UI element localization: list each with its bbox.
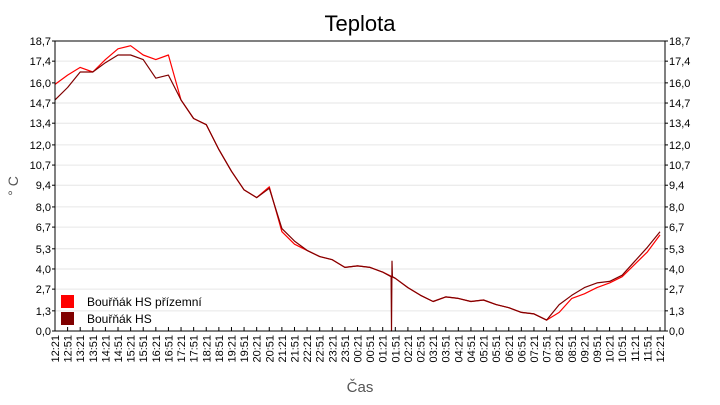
x-tick-label: 19:21 [226,335,238,363]
x-tick-label: 09:21 [579,335,591,363]
x-tick-label: 20:21 [252,335,264,363]
plot-frame [54,40,666,332]
x-tick-label: 16:21 [151,335,163,363]
y-tick-label: 0,0 [669,326,684,338]
y-tick-label: 5,3 [36,244,51,256]
x-tick-label: 22:51 [315,335,327,363]
y-tick-label: 8,0 [36,202,51,214]
legend-label-0: Bouřňák HS přízemní [87,295,202,309]
x-tick-label: 14:51 [113,335,125,363]
x-tick-label: 20:51 [264,335,276,363]
y-tick-label: 5,3 [669,244,684,256]
y-tick-label: 12,0 [669,140,690,152]
x-tick-label: 00:51 [365,335,377,363]
x-tick-label: 01:51 [390,335,402,363]
x-axis: 12:21 12:51 13:21 13:51 14:21 14:51 15:21 15:51… [50,327,667,363]
legend-swatch-1 [61,312,74,325]
x-axis-label: Čas [347,379,374,396]
x-tick-label: 10:51 [617,335,629,363]
x-tick-label: 03:21 [428,335,440,363]
y-tick-label: 4,0 [36,264,51,276]
x-tick-label: 08:51 [567,335,579,363]
x-tick-label: 23:21 [327,335,339,363]
y-tick-label: 16,0 [30,78,51,90]
x-tick-label: 22:21 [302,335,314,363]
y-tick-label: 1,3 [36,306,51,318]
x-tick-label: 18:51 [214,335,226,363]
y-tick-label: 13,4 [669,118,690,130]
y-tick-label: 6,7 [669,222,684,234]
y-tick-label: 2,7 [36,284,51,296]
y-tick-label: 14,7 [669,98,690,110]
y-tick-label: 0,0 [36,326,51,338]
y-tick-label: 13,4 [30,118,51,130]
legend-label-1: Bouřňák HS [87,312,152,326]
x-tick-label: 08:21 [554,335,566,363]
x-tick-label: 11:21 [630,335,642,362]
x-tick-label: 21:51 [289,335,301,363]
x-tick-label: 18:21 [201,335,213,363]
y-tick-label: 12,0 [30,140,51,152]
legend: Bouřňák HS přízemní Bouřňák HS [61,295,202,326]
chart-title: Teplota [325,11,397,36]
x-tick-label: 15:21 [126,335,138,363]
x-tick-label: 15:51 [138,335,150,363]
y-tick-label: 10,7 [669,160,690,172]
x-tick-label: 21:21 [277,335,289,363]
y-tick-label: 4,0 [669,264,684,276]
x-tick-label: 05:21 [479,335,491,363]
x-tick-label: 04:51 [466,335,478,363]
x-tick-label: 19:51 [239,335,251,363]
y-tick-label: 10,7 [30,160,51,172]
x-tick-label: 12:21 [655,335,667,363]
x-tick-label: 10:21 [605,335,617,363]
x-tick-label: 01:21 [378,335,390,363]
y-tick-label: 17,4 [669,56,690,68]
x-tick-label: 03:51 [441,335,453,363]
y-tick-label: 9,4 [669,180,684,192]
series-line-1 [54,54,661,332]
x-tick-label: 14:21 [100,335,112,363]
legend-swatch-0 [61,295,74,308]
y-tick-label: 9,4 [36,180,51,192]
x-tick-label: 16:51 [163,335,175,363]
x-tick-label: 00:21 [353,335,365,363]
y-tick-label: 18,7 [669,36,690,48]
x-tick-label: 12:51 [63,335,75,363]
x-tick-label: 12:21 [50,335,62,363]
y-tick-label: 6,7 [36,222,51,234]
x-tick-label: 17:21 [176,335,188,363]
series-lines [54,45,661,332]
x-tick-label: 13:21 [75,335,87,363]
series-line-0 [54,45,661,321]
x-tick-label: 17:51 [189,335,201,363]
y-tick-label: 18,7 [30,36,51,48]
grid [55,60,665,312]
x-tick-label: 02:51 [416,335,428,363]
y-tick-label: 2,7 [669,284,684,296]
x-tick-label: 09:51 [592,335,604,363]
x-tick-label: 06:21 [504,335,516,363]
y-tick-label: 14,7 [30,98,51,110]
y-tick-label: 1,3 [669,306,684,318]
x-tick-label: 07:21 [529,335,541,363]
x-tick-label: 13:51 [88,335,100,363]
y-tick-label: 16,0 [669,78,690,90]
y-axis-label: ° C [5,176,21,196]
x-tick-label: 23:51 [340,335,352,363]
x-tick-label: 05:51 [491,335,503,363]
x-tick-label: 07:51 [542,335,554,363]
x-tick-label: 04:21 [453,335,465,363]
y-axis-right: 0,0 1,3 2,7 4,0 5,3 6,7 8,0 9,4 10,7 12,0 13,4 14,7… [665,36,690,338]
x-tick-label: 11:51 [642,335,654,362]
x-tick-label: 06:51 [516,335,528,363]
x-tick-label: 02:21 [403,335,415,363]
y-tick-label: 8,0 [669,202,684,214]
y-tick-label: 17,4 [30,56,51,68]
y-axis-left: 0,0 1,3 2,7 4,0 5,3 6,7 8,0 9,4 10,7 12,0 13,4 14,7… [30,36,55,338]
